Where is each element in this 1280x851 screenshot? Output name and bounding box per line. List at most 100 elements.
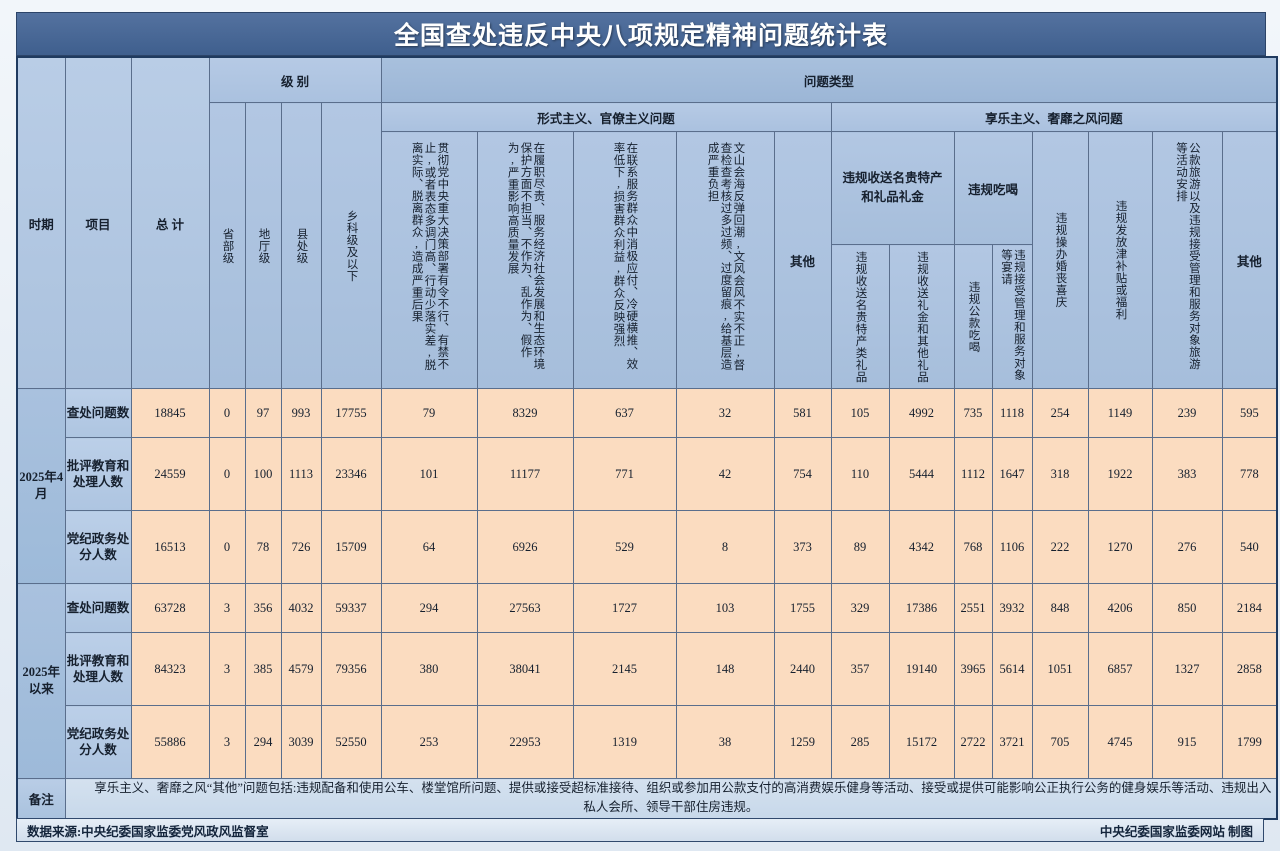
cell-hedonism: 318 bbox=[1031, 437, 1089, 511]
cell-gifts: 89 bbox=[830, 510, 890, 584]
cell-hedonism: 595 bbox=[1221, 388, 1278, 438]
cell-gifts: 19140 bbox=[888, 632, 955, 706]
cell-level: 78 bbox=[244, 510, 282, 584]
cell-level: 4032 bbox=[280, 583, 322, 633]
cell-level: 3039 bbox=[280, 705, 322, 779]
cell-formalism: 148 bbox=[675, 632, 775, 706]
credit-text: 中央纪委国家监委网站 制图 bbox=[1099, 824, 1253, 839]
cell-formalism: 79 bbox=[380, 388, 478, 438]
table-row: 党纪政务处分人数 16513 0 78 726 15709 64 6926 52… bbox=[17, 510, 1278, 584]
col-group-level: 级 别 bbox=[208, 56, 382, 103]
col-header-gift-money: 违规收送礼金和其他礼品 bbox=[888, 244, 955, 389]
cell-level: 0 bbox=[208, 510, 246, 584]
footnote-row: 备注 享乐主义、奢靡之风“其他”问题包括:违规配备和使用公车、楼堂馆所问题、提供… bbox=[16, 777, 1278, 820]
cell-formalism: 380 bbox=[380, 632, 478, 706]
row-header-period-1: 2025年以来 bbox=[16, 583, 66, 779]
cell-formalism: 373 bbox=[773, 510, 832, 584]
col-header-hedonism-travel: 公款旅游以及违规接受管理和服务对象旅游等活动安排 bbox=[1151, 131, 1223, 389]
col-group-problem-type: 问题类型 bbox=[380, 56, 1278, 103]
cell-level: 1113 bbox=[280, 437, 322, 511]
col-header-total: 总 计 bbox=[130, 56, 210, 389]
cell-level: 356 bbox=[244, 583, 282, 633]
cell-eat: 735 bbox=[953, 388, 993, 438]
source-bar: 数据来源:中央纪委国家监委党风政风监督室 中央纪委国家监委网站 制图 bbox=[16, 818, 1264, 842]
cell-formalism: 103 bbox=[675, 583, 775, 633]
cell-formalism: 771 bbox=[572, 437, 677, 511]
row-header-item: 党纪政务处分人数 bbox=[64, 510, 132, 584]
cell-formalism: 42 bbox=[675, 437, 775, 511]
col-header-hedonism-allowance: 违规发放津补贴或福利 bbox=[1087, 131, 1153, 389]
cell-formalism: 1755 bbox=[773, 583, 832, 633]
cell-hedonism: 4745 bbox=[1087, 705, 1153, 779]
cell-hedonism: 848 bbox=[1031, 583, 1089, 633]
cell-level: 17755 bbox=[320, 388, 382, 438]
cell-hedonism: 850 bbox=[1151, 583, 1223, 633]
cell-formalism: 38 bbox=[675, 705, 775, 779]
cell-formalism: 2145 bbox=[572, 632, 677, 706]
cell-gifts: 17386 bbox=[888, 583, 955, 633]
col-header-formalism-1: 贯彻党中央重大决策部署有令不行、有禁不止,或者表态多调门高、行动少落实差,脱离实… bbox=[380, 131, 478, 389]
col-header-period: 时期 bbox=[16, 56, 66, 389]
cell-hedonism: 1149 bbox=[1087, 388, 1153, 438]
col-group-formalism: 形式主义、官僚主义问题 bbox=[380, 102, 832, 132]
row-header-item: 批评教育和处理人数 bbox=[64, 437, 132, 511]
cell-formalism: 294 bbox=[380, 583, 478, 633]
cell-hedonism: 540 bbox=[1221, 510, 1278, 584]
cell-formalism: 11177 bbox=[476, 437, 574, 511]
cell-eat: 5614 bbox=[991, 632, 1033, 706]
cell-level: 100 bbox=[244, 437, 282, 511]
header-row-4: 违规收送名贵特产类礼品 违规收送礼金和其他礼品 违规公款吃喝 违规接受管理和服务… bbox=[17, 244, 1277, 389]
cell-total: 18845 bbox=[130, 388, 210, 438]
cell-formalism: 38041 bbox=[476, 632, 574, 706]
cell-formalism: 22953 bbox=[476, 705, 574, 779]
footnote-label: 备注 bbox=[16, 777, 66, 820]
row-header-item: 党纪政务处分人数 bbox=[64, 705, 132, 779]
statistics-table: 时期 项目 总 计 级 别 问题类型 省部级 地厅级 县处级 乡科级及以下 bbox=[16, 56, 1279, 820]
table-row: 批评教育和处理人数 24559 0 100 1113 23346 101 111… bbox=[17, 437, 1278, 511]
col-group-hedonism: 享乐主义、奢靡之风问题 bbox=[830, 102, 1278, 132]
col-header-eat-public-funds: 违规公款吃喝 bbox=[953, 244, 993, 389]
cell-level: 385 bbox=[244, 632, 282, 706]
cell-hedonism: 2184 bbox=[1221, 583, 1278, 633]
cell-formalism: 2440 bbox=[773, 632, 832, 706]
cell-formalism: 27563 bbox=[476, 583, 574, 633]
col-header-gift-specialty: 违规收送名贵特产类礼品 bbox=[830, 244, 890, 389]
cell-level: 79356 bbox=[320, 632, 382, 706]
cell-total: 16513 bbox=[130, 510, 210, 584]
row-header-item: 查处问题数 bbox=[64, 583, 132, 633]
cell-hedonism: 705 bbox=[1031, 705, 1089, 779]
col-header-level-sheng: 省部级 bbox=[208, 102, 246, 389]
cell-formalism: 1319 bbox=[572, 705, 677, 779]
col-header-eat-banquet: 违规接受管理和服务对象等宴请 bbox=[991, 244, 1033, 389]
cell-gifts: 285 bbox=[830, 705, 890, 779]
col-header-item: 项目 bbox=[64, 56, 132, 389]
col-header-level-diting: 地厅级 bbox=[244, 102, 282, 389]
cell-total: 84323 bbox=[130, 632, 210, 706]
col-header-hedonism-wedding: 违规操办婚丧喜庆 bbox=[1031, 131, 1089, 389]
cell-formalism: 754 bbox=[773, 437, 832, 511]
cell-eat: 1647 bbox=[991, 437, 1033, 511]
cell-hedonism: 239 bbox=[1151, 388, 1223, 438]
cell-level: 0 bbox=[208, 437, 246, 511]
col-group-gifts: 违规收送名贵特产和礼品礼金 bbox=[830, 131, 955, 245]
cell-gifts: 329 bbox=[830, 583, 890, 633]
cell-level: 3 bbox=[208, 583, 246, 633]
row-header-item: 批评教育和处理人数 bbox=[64, 632, 132, 706]
cell-level: 3 bbox=[208, 632, 246, 706]
cell-eat: 3932 bbox=[991, 583, 1033, 633]
header-row-2: 省部级 地厅级 县处级 乡科级及以下 形式主义、官僚主义问题 享乐主义、奢靡之风… bbox=[17, 102, 1278, 389]
col-header-level-xianchu: 县处级 bbox=[280, 102, 322, 389]
cell-eat: 2722 bbox=[953, 705, 993, 779]
cell-level: 4579 bbox=[280, 632, 322, 706]
cell-hedonism: 778 bbox=[1221, 437, 1278, 511]
page-title-bar: 全国查处违反中央八项规定精神问题统计表 bbox=[16, 12, 1266, 56]
cell-gifts: 4342 bbox=[888, 510, 955, 584]
cell-gifts: 4992 bbox=[888, 388, 955, 438]
cell-eat: 1106 bbox=[991, 510, 1033, 584]
cell-level: 294 bbox=[244, 705, 282, 779]
data-source-text: 数据来源:中央纪委国家监委党风政风监督室 bbox=[27, 824, 269, 839]
cell-formalism: 32 bbox=[675, 388, 775, 438]
cell-hedonism: 915 bbox=[1151, 705, 1223, 779]
cell-formalism: 64 bbox=[380, 510, 478, 584]
cell-hedonism: 1270 bbox=[1087, 510, 1153, 584]
